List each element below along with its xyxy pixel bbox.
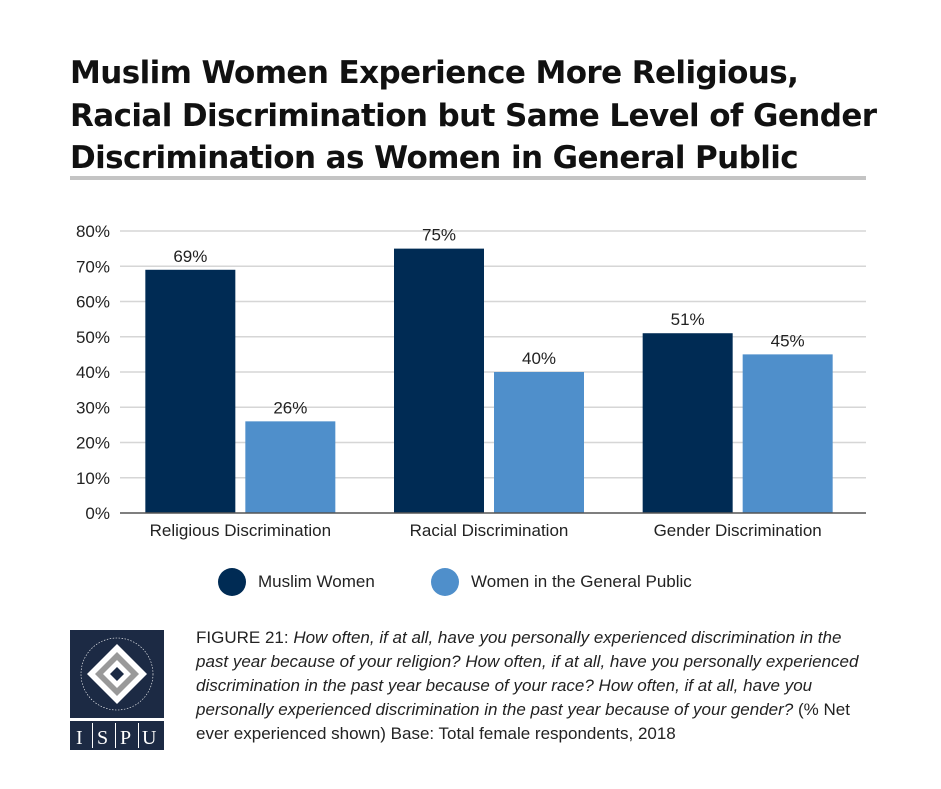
legend-item-muslim-women: Muslim Women	[218, 568, 375, 596]
legend-swatch	[431, 568, 459, 596]
y-tick-label: 60%	[76, 293, 110, 312]
data-label: 40%	[522, 349, 556, 368]
y-tick-label: 80%	[76, 222, 110, 241]
svg-text:I: I	[76, 727, 83, 749]
legend-swatch	[218, 568, 246, 596]
y-tick-label: 50%	[76, 328, 110, 347]
chart-title: Muslim Women Experience More Religious, …	[70, 55, 877, 176]
y-tick-label: 0%	[85, 504, 110, 523]
svg-text:U: U	[142, 727, 157, 749]
category-label: Gender Discrimination	[654, 521, 822, 540]
caption-question: How often, if at all, have you personall…	[196, 628, 859, 719]
caption-base: (% Net ever experienced shown) Base: Tot…	[196, 700, 850, 743]
y-tick-label: 40%	[76, 363, 110, 382]
bar-chart: 0% 10% 20% 30% 40% 50% 60% 70% 80% 69% 26% Religiou…	[76, 222, 866, 540]
data-label: 75%	[422, 226, 456, 245]
legend-label: Muslim Women	[258, 572, 375, 591]
svg-text:S: S	[97, 727, 108, 749]
bar	[742, 354, 833, 513]
title-divider	[70, 176, 866, 180]
bar	[642, 333, 733, 513]
data-label: 69%	[173, 247, 207, 266]
svg-text:P: P	[120, 727, 131, 749]
legend-item-general-public: Women in the General Public	[431, 568, 692, 596]
y-tick-label: 20%	[76, 434, 110, 453]
data-label: 45%	[771, 331, 805, 350]
category-label: Racial Discrimination	[410, 521, 569, 540]
bar	[494, 372, 584, 513]
data-label: 26%	[273, 398, 307, 417]
legend-label: Women in the General Public	[471, 572, 692, 591]
figure-caption: FIGURE 21: How often, if at all, have yo…	[196, 626, 876, 746]
data-label: 51%	[671, 310, 705, 329]
y-tick-label: 30%	[76, 398, 110, 417]
bar	[245, 421, 336, 513]
category-label: Religious Discrimination	[150, 521, 331, 540]
figure-label: FIGURE 21:	[196, 628, 289, 647]
bar	[394, 248, 484, 513]
y-tick-label: 70%	[76, 257, 110, 276]
y-tick-label: 10%	[76, 469, 110, 488]
bar	[145, 269, 236, 513]
